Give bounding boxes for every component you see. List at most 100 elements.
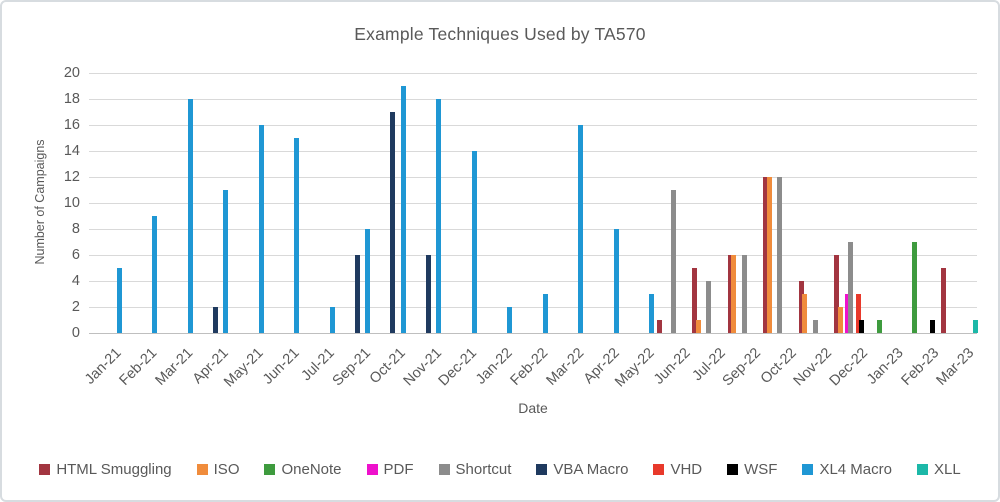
x-tick-label: Sep-22 [720, 345, 765, 390]
legend-swatch [727, 464, 739, 475]
bar-vba-macro-Apr-21 [212, 307, 218, 333]
gridline [89, 73, 977, 74]
y-tick-label: 4 [71, 273, 80, 289]
legend-item-html-smuggling: HTML Smuggling [39, 461, 172, 478]
bar-vba-macro-Nov-21 [425, 255, 431, 333]
y-tick-label: 10 [63, 195, 80, 211]
bar-html-smuggling-Oct-22 [763, 177, 769, 333]
legend-label: XL4 Macro [819, 461, 892, 478]
bar-iso-Oct-22 [766, 177, 772, 333]
x-tick-label: Jan-22 [473, 345, 516, 388]
bar-iso-Sep-22 [731, 255, 737, 333]
legend-swatch [536, 464, 548, 475]
gridline [89, 255, 977, 256]
bar-iso-Jul-22 [695, 320, 701, 333]
y-tick-label: 14 [63, 143, 80, 159]
legend-label: HTML Smuggling [56, 461, 172, 478]
y-tick-label: 8 [71, 221, 80, 237]
legend-item-wsf: WSF [727, 461, 777, 478]
chart-title: Example Techniques Used by TA570 [354, 24, 646, 44]
y-tick-label: 16 [63, 117, 80, 133]
legend-swatch [39, 464, 51, 475]
bar-pdf-Dec-22 [844, 294, 850, 333]
bar-vhd-Dec-22 [855, 294, 861, 333]
y-tick-label: 6 [71, 247, 80, 263]
legend-item-xl4-macro: XL4 Macro [802, 461, 892, 478]
bar-xl4-macro-Feb-22 [542, 294, 548, 333]
x-tick-label: Dec-22 [826, 345, 872, 390]
legend-label: OneNote [281, 461, 342, 478]
bar-shortcut-Oct-22 [777, 177, 783, 333]
bar-xl4-macro-Oct-21 [400, 86, 406, 333]
legend-swatch [438, 464, 450, 475]
x-tick-label: Feb-23 [898, 345, 943, 389]
x-tick-label: Jan-21 [82, 345, 126, 388]
legend-item-onenote: OneNote [264, 461, 342, 478]
bar-onenote-Jan-23 [876, 320, 882, 333]
y-tick-label: 2 [71, 299, 80, 315]
y-tick-label: 12 [63, 169, 80, 185]
gridline [89, 307, 977, 308]
legend-swatch [366, 464, 378, 475]
y-tick-label: 18 [63, 91, 80, 107]
x-tick-label: Jun-21 [260, 345, 303, 388]
legend-swatch [802, 464, 814, 475]
legend-label: PDF [383, 461, 414, 478]
x-tick-label: May-21 [221, 345, 268, 391]
gridline [89, 99, 977, 100]
bar-xl4-macro-Mar-22 [578, 125, 584, 333]
x-axis-title: Date [518, 400, 548, 416]
bar-wsf-Feb-23 [930, 320, 936, 333]
gridline [89, 177, 977, 178]
legend-label: Shortcut [455, 461, 512, 478]
bar-html-smuggling-Jun-22 [656, 320, 662, 333]
bar-xl4-macro-Jul-21 [329, 307, 335, 333]
bar-xl4-macro-Feb-21 [152, 216, 158, 333]
legend-label: WSF [744, 461, 778, 478]
bar-shortcut-Dec-22 [848, 242, 854, 333]
x-tick-label: Jun-22 [650, 345, 694, 388]
bar-shortcut-Sep-22 [741, 255, 747, 333]
x-tick-label: Mar-21 [152, 345, 197, 389]
legend-label: ISO [213, 461, 240, 478]
legend-item-pdf: PDF [366, 461, 414, 478]
gridline [89, 151, 977, 152]
legend-item-xll: XLL [916, 461, 961, 478]
x-tick-label: Feb-21 [116, 345, 161, 389]
y-tick-label: 0 [71, 325, 80, 341]
bar-html-smuggling-Dec-22 [834, 255, 840, 333]
bar-xl4-macro-May-21 [258, 125, 264, 333]
gridline [89, 229, 977, 230]
bar-shortcut-Jun-22 [670, 190, 676, 333]
legend-swatch [196, 464, 208, 475]
x-axis-line [89, 333, 977, 334]
bar-xl4-macro-Jan-21 [116, 268, 122, 333]
bar-vba-macro-Oct-21 [390, 112, 396, 333]
x-tick-label: Nov-22 [791, 345, 836, 390]
legend-swatch [916, 464, 928, 475]
bar-shortcut-Jul-22 [706, 281, 712, 333]
bar-xl4-macro-Mar-21 [187, 99, 193, 333]
x-tick-label: Nov-21 [400, 345, 445, 390]
bar-iso-Nov-22 [802, 294, 808, 333]
legend-item-vhd: VHD [653, 461, 702, 478]
legend-label: VBA Macro [553, 461, 629, 478]
gridline [89, 281, 977, 282]
bar-html-smuggling-Mar-23 [940, 268, 946, 333]
legend-item-shortcut: Shortcut [438, 461, 512, 478]
bar-html-smuggling-Jul-22 [692, 268, 698, 333]
bar-html-smuggling-Sep-22 [727, 255, 733, 333]
legend-item-vba-macro: VBA Macro [536, 461, 628, 478]
bar-xl4-macro-Jun-21 [294, 138, 300, 333]
legend-item-iso: ISO [196, 461, 240, 478]
legend: HTML Smuggling ISO OneNote PDF Shortcut VBA M… [2, 461, 998, 478]
x-tick-label: Mar-22 [543, 345, 587, 389]
bar-vba-macro-Sep-21 [354, 255, 360, 333]
bar-xl4-macro-Nov-21 [436, 99, 442, 333]
x-tick-label: Feb-22 [507, 345, 552, 389]
bar-xl4-macro-Apr-21 [223, 190, 229, 333]
bar-onenote-Feb-23 [912, 242, 918, 333]
x-tick-label: Sep-21 [329, 345, 374, 390]
